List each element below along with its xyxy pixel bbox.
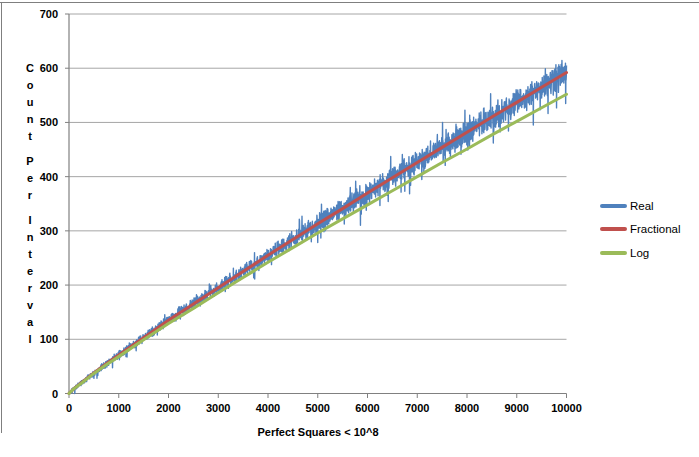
x-tick-label-7000: 7000 bbox=[405, 402, 429, 414]
plot-svg: 0100200300400500600700010002000300040005… bbox=[0, 0, 699, 457]
y-title-letter: a bbox=[27, 314, 34, 331]
x-tick-label-0: 0 bbox=[66, 402, 72, 414]
y-title-letter: n bbox=[27, 229, 34, 246]
y-title-letter: r bbox=[27, 280, 34, 297]
legend-swatch-fractional bbox=[600, 227, 627, 231]
y-title-letter: P bbox=[26, 153, 33, 170]
x-tick-label-3000: 3000 bbox=[206, 402, 230, 414]
x-tick-label-9000: 9000 bbox=[505, 402, 529, 414]
x-tick-label-10000: 10000 bbox=[551, 402, 582, 414]
y-tick-label-100: 100 bbox=[40, 333, 58, 345]
x-tick-label-8000: 8000 bbox=[455, 402, 479, 414]
x-axis-title: Perfect Squares < 10^8 bbox=[69, 426, 567, 438]
x-tick-label-1000: 1000 bbox=[107, 402, 131, 414]
legend-item-real: Real bbox=[600, 194, 681, 218]
y-title-word-2: Interval bbox=[27, 212, 34, 348]
y-tick-label-200: 200 bbox=[40, 279, 58, 291]
y-title-word-1: Per bbox=[26, 153, 33, 204]
x-tick-label-2000: 2000 bbox=[156, 402, 180, 414]
y-tick-label-300: 300 bbox=[40, 225, 58, 237]
x-tick-label-6000: 6000 bbox=[355, 402, 379, 414]
legend-item-log: Log bbox=[600, 241, 681, 265]
y-title-letter: t bbox=[27, 246, 34, 263]
y-title-letter: v bbox=[27, 297, 34, 314]
series-log-line bbox=[69, 94, 567, 393]
y-tick-label-0: 0 bbox=[52, 388, 58, 400]
y-title-word-0: Count bbox=[26, 60, 34, 145]
y-axis-title: CountPerInterval bbox=[20, 14, 40, 394]
legend-swatch-log bbox=[600, 251, 627, 255]
y-tick-label-600: 600 bbox=[40, 62, 58, 74]
series-real-line bbox=[69, 61, 567, 394]
y-title-letter: n bbox=[26, 111, 34, 128]
chart-canvas: 0100200300400500600700010002000300040005… bbox=[0, 0, 699, 457]
y-title-letter: o bbox=[26, 77, 34, 94]
y-tick-label-400: 400 bbox=[40, 171, 58, 183]
y-tick-label-700: 700 bbox=[40, 8, 58, 20]
y-title-letter: t bbox=[26, 128, 34, 145]
y-tick-label-500: 500 bbox=[40, 116, 58, 128]
legend-swatch-real bbox=[600, 204, 627, 208]
legend-label-real: Real bbox=[630, 200, 654, 212]
y-title-letter: e bbox=[26, 170, 33, 187]
legend-label-fractional: Fractional bbox=[630, 223, 681, 235]
y-title-letter: C bbox=[26, 60, 34, 77]
y-title-letter: e bbox=[27, 263, 34, 280]
y-title-letter: u bbox=[26, 94, 34, 111]
y-title-letter: r bbox=[26, 187, 33, 204]
x-tick-label-4000: 4000 bbox=[256, 402, 280, 414]
y-title-letter: l bbox=[27, 331, 34, 348]
y-title-letter: I bbox=[27, 212, 34, 229]
legend-item-fractional: Fractional bbox=[600, 218, 681, 242]
legend-label-log: Log bbox=[630, 247, 649, 259]
legend: Real Fractional Log bbox=[600, 194, 681, 265]
x-tick-label-5000: 5000 bbox=[306, 402, 330, 414]
